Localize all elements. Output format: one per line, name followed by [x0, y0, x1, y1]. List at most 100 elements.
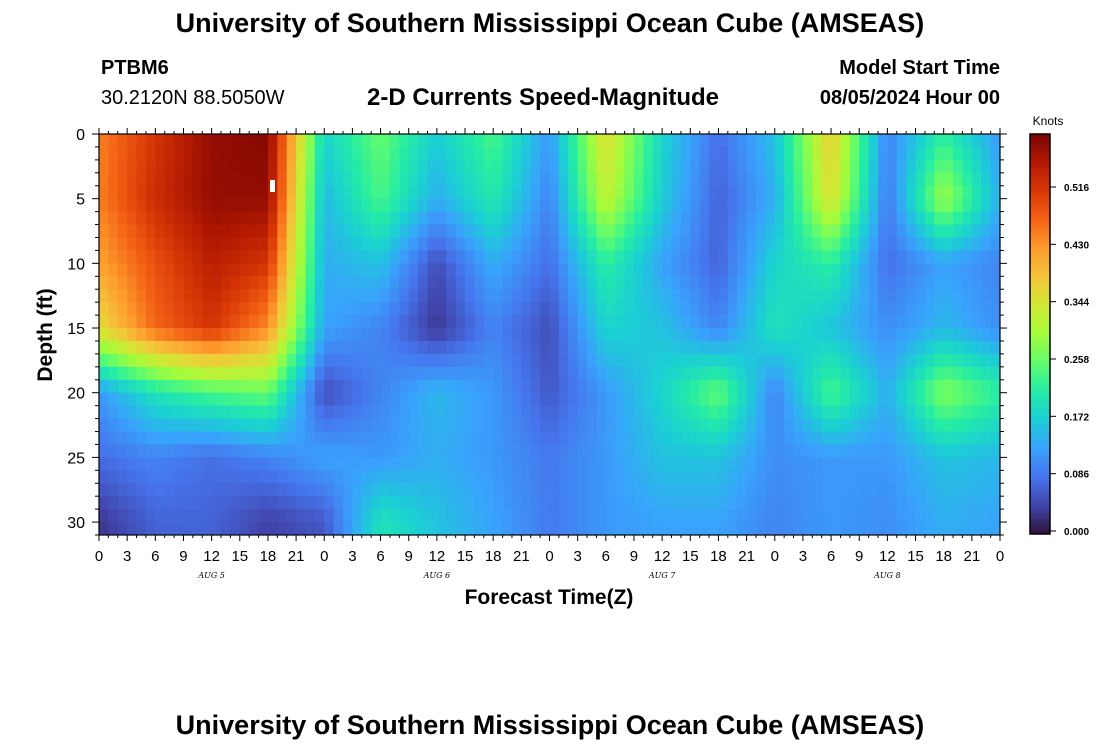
heatmap-cell — [483, 457, 494, 471]
heatmap-cell — [211, 522, 222, 535]
heatmap-cell — [774, 444, 785, 458]
heatmap-cell — [831, 302, 842, 316]
heatmap-cell — [859, 302, 870, 316]
heatmap-cell — [361, 250, 372, 264]
heatmap-cell — [709, 444, 720, 458]
heatmap-cell — [558, 418, 569, 433]
heatmap-cell — [540, 276, 551, 290]
heatmap-cell — [192, 134, 203, 148]
heatmap-cell — [840, 353, 851, 368]
heatmap-cell — [680, 496, 691, 510]
heatmap-cell — [831, 392, 842, 407]
x-tick-label: 12 — [429, 548, 446, 565]
heatmap-cell — [164, 250, 175, 264]
heatmap-cell — [267, 146, 278, 161]
heatmap-cell — [868, 379, 879, 394]
heatmap-cell — [371, 418, 382, 433]
heatmap-cell — [765, 379, 776, 394]
heatmap-cell — [943, 172, 954, 187]
heatmap-cell — [371, 522, 382, 535]
heatmap-cell — [690, 250, 701, 264]
heatmap-cell — [249, 276, 260, 290]
heatmap-cell — [465, 159, 476, 174]
heatmap-cell — [652, 418, 663, 433]
heatmap-cell — [530, 211, 541, 226]
heatmap-cell — [446, 250, 457, 264]
heatmap-cell — [446, 496, 457, 510]
heatmap-cell — [164, 211, 175, 226]
heatmap-cell — [99, 522, 109, 535]
heatmap-cell — [530, 134, 541, 148]
heatmap-cell — [859, 353, 870, 368]
heatmap-cell — [943, 198, 954, 213]
heatmap-cell — [324, 198, 335, 213]
heatmap-cell — [249, 172, 260, 187]
heatmap-cell — [145, 185, 156, 200]
heatmap-cell — [258, 237, 269, 252]
heatmap-cell — [117, 224, 128, 239]
heatmap-cell — [577, 522, 588, 535]
heatmap-cell — [662, 250, 673, 264]
heatmap-cell — [324, 159, 335, 174]
heatmap-cell — [868, 276, 879, 290]
heatmap-cell — [239, 159, 250, 174]
heatmap-cell — [587, 185, 598, 200]
heatmap-cell — [737, 159, 748, 174]
heatmap-cell — [258, 146, 269, 161]
heatmap-cell — [221, 211, 231, 226]
page-title: University of Southern Mississippi Ocean… — [175, 8, 925, 38]
heatmap-cell — [108, 418, 119, 433]
heatmap-cell — [483, 289, 494, 303]
heatmap-cell — [812, 457, 823, 471]
heatmap-cell — [418, 224, 429, 239]
heatmap-cell — [418, 496, 429, 510]
heatmap-cell — [605, 276, 616, 290]
x-tick-label: 0 — [95, 548, 103, 565]
heatmap-cell — [493, 172, 504, 187]
heatmap-cell — [296, 159, 307, 174]
heatmap-cell — [427, 340, 438, 355]
heatmap-cell — [296, 211, 307, 226]
heatmap-cell — [962, 418, 973, 433]
heatmap-cell — [474, 289, 485, 303]
heatmap-cell — [718, 392, 729, 407]
heatmap-cell — [596, 289, 607, 303]
heatmap-cell — [868, 159, 879, 174]
heatmap-cell — [652, 211, 663, 226]
heatmap-cell — [99, 496, 109, 510]
y-axis-label: Depth (ft) — [34, 288, 57, 381]
heatmap-cell — [915, 431, 926, 446]
heatmap-cell — [568, 159, 579, 174]
heatmap-cell — [155, 302, 166, 316]
heatmap-cell — [211, 289, 222, 303]
heatmap-cell — [174, 237, 185, 252]
heatmap-cell — [727, 328, 738, 342]
heatmap-cell — [849, 250, 860, 264]
heatmap-cell — [906, 172, 917, 187]
heatmap-cell — [380, 457, 391, 471]
heatmap-cell — [211, 405, 222, 420]
heatmap-cell — [361, 509, 372, 523]
heatmap-cell — [709, 237, 720, 252]
heatmap-cell — [296, 172, 307, 187]
heatmap-cell — [633, 444, 644, 458]
heatmap-cell — [981, 328, 992, 342]
heatmap-cell — [286, 224, 297, 239]
heatmap-cell — [953, 172, 964, 187]
heatmap-cell — [108, 379, 119, 394]
heatmap-cell — [530, 366, 541, 381]
heatmap-cell — [662, 483, 673, 497]
heatmap-cell — [446, 522, 457, 535]
heatmap-cell — [671, 457, 682, 471]
heatmap-cell — [540, 457, 551, 471]
heatmap-cell — [277, 366, 288, 381]
heatmap-cell — [145, 379, 156, 394]
heatmap-cell — [605, 431, 616, 446]
heatmap-cell — [577, 431, 588, 446]
heatmap-cell — [408, 224, 419, 239]
heatmap-cell — [530, 483, 541, 497]
heatmap-cell — [727, 250, 738, 264]
heatmap-cell — [746, 276, 757, 290]
heatmap-cell — [558, 224, 569, 239]
heatmap-cell — [99, 418, 109, 433]
